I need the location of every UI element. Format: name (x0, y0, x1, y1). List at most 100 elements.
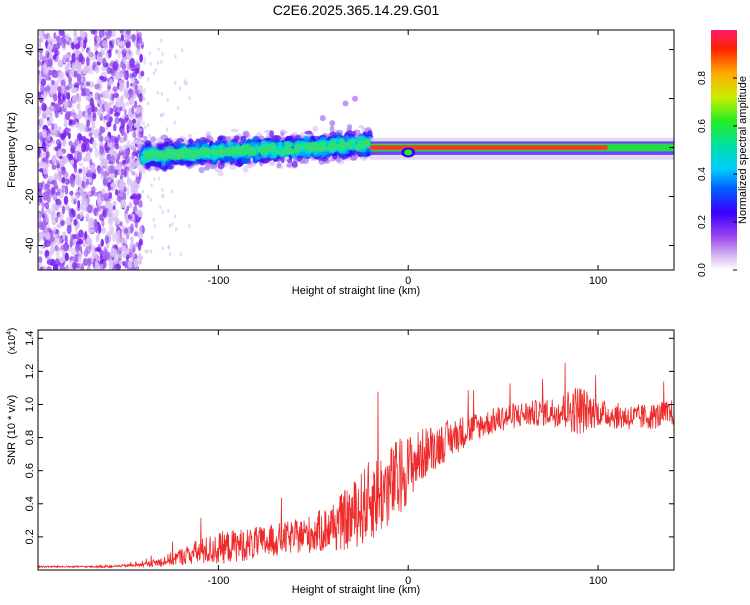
heatmap-cell (218, 135, 224, 141)
heatmap-cell (81, 69, 88, 75)
heatmap-cell (150, 235, 154, 240)
heatmap-cell (38, 72, 42, 83)
heatmap-cell (96, 35, 100, 43)
spectrogram-x-ticks: -100 0 100 (207, 30, 607, 287)
heatmap-cell (94, 262, 100, 270)
heatmap-cell (126, 168, 129, 179)
heatmap-cell (121, 104, 126, 112)
heatmap-cell (127, 260, 133, 269)
heatmap-cell (97, 93, 104, 99)
heatmap-cell (46, 188, 51, 197)
heatmap-cell (65, 264, 69, 270)
heatmap-cell (111, 252, 117, 258)
heatmap-cell (183, 79, 186, 84)
heatmap-cell (96, 196, 103, 207)
spectrogram-x-label: Height of straight line (km) (292, 285, 420, 297)
heatmap-cell (80, 91, 87, 97)
heatmap-cell (57, 61, 64, 68)
heatmap-cell (167, 208, 170, 213)
colorbar-ticks: 0.0 0.2 0.4 0.6 0.8 (697, 71, 737, 277)
heatmap-cell (81, 192, 87, 200)
heatmap-cell (72, 237, 77, 246)
heatmap-cell (104, 234, 110, 244)
heatmap-cell (124, 36, 128, 44)
heatmap-cell (175, 153, 184, 159)
heatmap-cell (95, 128, 100, 135)
heatmap-cell (46, 259, 53, 266)
heatmap-cell (185, 81, 189, 86)
heatmap-cell (82, 166, 86, 176)
heatmap-cell (63, 99, 69, 110)
snr-line-plot (38, 362, 674, 569)
heatmap-cell (123, 236, 128, 246)
heatmap-cell (108, 216, 113, 224)
heatmap-cell (133, 258, 139, 268)
heatmap-cell (255, 156, 262, 160)
snr-y-label: SNR (10 * v/v) (6, 395, 18, 465)
snr-x-ticks: -100 0 100 (207, 330, 607, 587)
heatmap-cell (146, 101, 150, 106)
heatmap-cell (153, 176, 156, 181)
heatmap-cell (286, 142, 296, 147)
heatmap-cell (75, 121, 79, 128)
x-tick-label: 0 (405, 575, 411, 587)
heatmap-cell (68, 259, 74, 267)
heatmap-cell (329, 125, 335, 133)
y-tick-label: 20 (24, 92, 36, 104)
heatmap-cell (91, 186, 96, 196)
heatmap-cell (269, 130, 275, 138)
heatmap-cell (132, 131, 137, 139)
heatmap-cell (87, 257, 92, 267)
heatmap-cell (312, 125, 319, 132)
heatmap-cell (53, 175, 59, 181)
heatmap-cell (58, 159, 64, 166)
y-tick-label: 0.6 (24, 463, 36, 478)
heatmap-cell (156, 90, 159, 95)
heatmap-cell (167, 245, 171, 250)
heatmap-cell (92, 251, 97, 257)
heatmap-cell (100, 238, 105, 247)
heatmap-cell (74, 43, 81, 50)
heatmap-cell (72, 261, 78, 270)
heatmap-cell (278, 141, 283, 149)
heatmap-cell (131, 181, 137, 191)
heatmap-cell (139, 53, 144, 63)
heatmap-cell (94, 65, 100, 74)
heatmap-cell (145, 143, 151, 148)
heatmap-cell (121, 63, 127, 71)
heatmap-cell (57, 90, 61, 101)
heatmap-cell (150, 136, 157, 143)
heatmap-cell (42, 141, 46, 149)
heatmap-cell (86, 191, 92, 196)
heatmap-cell (143, 88, 146, 93)
heatmap-cell (112, 248, 118, 254)
heatmap-cell (102, 157, 107, 165)
heatmap-cell (69, 241, 73, 248)
heatmap-cell (76, 133, 83, 141)
heatmap-cell (113, 111, 120, 118)
heatmap-cell (39, 51, 43, 61)
heatmap-cell (53, 32, 57, 39)
heatmap-cell (86, 235, 90, 245)
heatmap-cell (129, 164, 133, 174)
heatmap-cell (93, 92, 99, 101)
heatmap-cell (56, 40, 61, 50)
heatmap-cell (320, 152, 326, 158)
heatmap-cell (118, 83, 125, 92)
heatmap-cell (126, 47, 131, 55)
colorbar-gradient (711, 30, 737, 270)
heatmap-cell (56, 163, 61, 169)
snr-panel: -100 0 100 0.2 0.4 0.6 0.8 1.0 1.2 1.4 Height of… (6, 328, 675, 596)
heatmap-cell (109, 100, 114, 106)
heatmap-cell (119, 235, 125, 245)
heatmap-cell (262, 158, 270, 164)
heatmap-cell (73, 198, 77, 205)
heatmap-cell (46, 266, 52, 270)
figure-title: C2E6.2025.365.14.29.G01 (273, 2, 440, 18)
heatmap-cell (87, 49, 92, 57)
heatmap-cell (131, 152, 136, 160)
heatmap-cell (85, 81, 91, 87)
heatmap-cell (138, 131, 143, 139)
snr-x-label: Height of straight line (km) (292, 584, 420, 596)
